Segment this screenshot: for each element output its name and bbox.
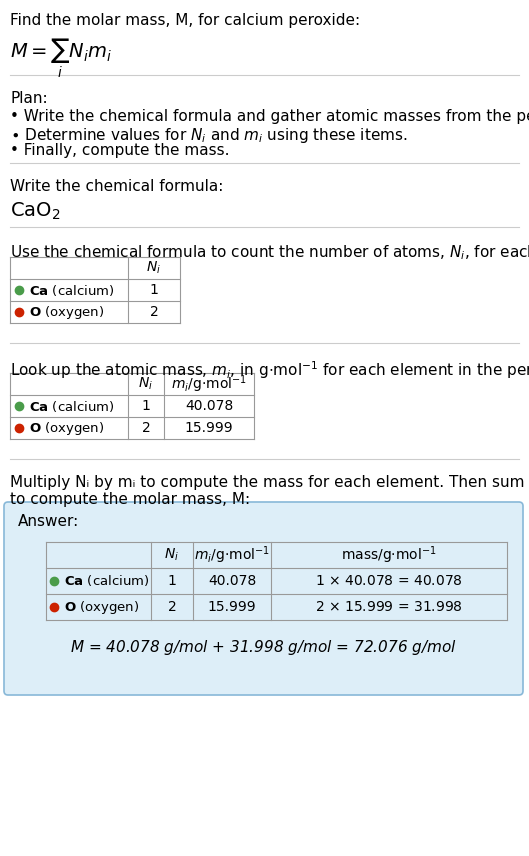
Text: mass/g$\cdot$mol$^{-1}$: mass/g$\cdot$mol$^{-1}$	[341, 544, 437, 566]
Text: $\bf{O}$ (oxygen): $\bf{O}$ (oxygen)	[29, 419, 104, 437]
Text: 40.078: 40.078	[208, 574, 256, 588]
Text: $m_i$/g$\cdot$mol$^{-1}$: $m_i$/g$\cdot$mol$^{-1}$	[171, 373, 247, 395]
Text: 40.078: 40.078	[185, 399, 233, 413]
Text: Answer:: Answer:	[18, 514, 79, 529]
Text: 1: 1	[150, 283, 159, 297]
Text: 2 $\times$ 15.999 = 31.998: 2 $\times$ 15.999 = 31.998	[315, 600, 463, 614]
Text: Multiply Nᵢ by mᵢ to compute the mass for each element. Then sum those values: Multiply Nᵢ by mᵢ to compute the mass fo…	[10, 475, 529, 490]
Text: Use the chemical formula to count the number of atoms, $N_i$, for each element:: Use the chemical formula to count the nu…	[10, 243, 529, 262]
Text: 15.999: 15.999	[185, 421, 233, 435]
Text: 1: 1	[168, 574, 177, 588]
Text: $\bf{O}$ (oxygen): $\bf{O}$ (oxygen)	[29, 304, 104, 320]
Text: 15.999: 15.999	[208, 600, 257, 614]
Text: $N_i$: $N_i$	[147, 260, 161, 276]
Text: Write the chemical formula:: Write the chemical formula:	[10, 179, 223, 194]
Text: $\bf{O}$ (oxygen): $\bf{O}$ (oxygen)	[64, 598, 140, 615]
Text: $N_i$: $N_i$	[165, 547, 179, 563]
Text: Find the molar mass, M, for calcium peroxide:: Find the molar mass, M, for calcium pero…	[10, 13, 360, 28]
Text: 1 $\times$ 40.078 = 40.078: 1 $\times$ 40.078 = 40.078	[315, 574, 463, 588]
Text: 1: 1	[142, 399, 150, 413]
Text: 2: 2	[150, 305, 158, 319]
Text: Plan:: Plan:	[10, 91, 48, 106]
Text: $\bf{Ca}$ (calcium): $\bf{Ca}$ (calcium)	[29, 399, 114, 413]
Text: $N_i$: $N_i$	[139, 376, 153, 392]
Text: $\bf{Ca}$ (calcium): $\bf{Ca}$ (calcium)	[29, 282, 114, 298]
Text: • Write the chemical formula and gather atomic masses from the periodic table.: • Write the chemical formula and gather …	[10, 109, 529, 124]
Text: Look up the atomic mass, $m_i$, in g$\cdot$mol$^{-1}$ for each element in the pe: Look up the atomic mass, $m_i$, in g$\cd…	[10, 359, 529, 381]
FancyBboxPatch shape	[4, 502, 523, 695]
Text: to compute the molar mass, M:: to compute the molar mass, M:	[10, 492, 250, 507]
Text: CaO$_2$: CaO$_2$	[10, 201, 60, 223]
Text: 2: 2	[168, 600, 176, 614]
Text: $m_i$/g$\cdot$mol$^{-1}$: $m_i$/g$\cdot$mol$^{-1}$	[194, 544, 270, 566]
Text: $M = \sum_i N_i m_i$: $M = \sum_i N_i m_i$	[10, 37, 112, 80]
Text: $M$ = 40.078 g/mol + 31.998 g/mol = 72.076 g/mol: $M$ = 40.078 g/mol + 31.998 g/mol = 72.0…	[70, 638, 457, 657]
Text: $\bullet$ Determine values for $N_i$ and $m_i$ using these items.: $\bullet$ Determine values for $N_i$ and…	[10, 126, 408, 145]
Text: • Finally, compute the mass.: • Finally, compute the mass.	[10, 143, 230, 158]
Text: $\bf{Ca}$ (calcium): $\bf{Ca}$ (calcium)	[64, 574, 149, 589]
Text: 2: 2	[142, 421, 150, 435]
